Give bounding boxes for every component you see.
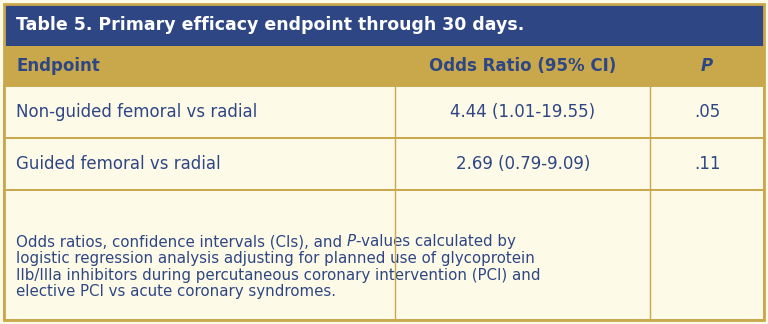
Text: Guided femoral vs radial: Guided femoral vs radial (16, 155, 220, 173)
Text: .05: .05 (694, 103, 720, 121)
Text: 4.44 (1.01-19.55): 4.44 (1.01-19.55) (450, 103, 595, 121)
Text: Table 5. Primary efficacy endpoint through 30 days.: Table 5. Primary efficacy endpoint throu… (16, 16, 525, 34)
Bar (4, 86, 764, 138)
Bar (4, 4, 764, 46)
Text: -values calculated by: -values calculated by (356, 234, 516, 249)
Bar (4, 190, 764, 320)
Text: IIb/IIIa inhibitors during percutaneous coronary intervention (PCI) and: IIb/IIIa inhibitors during percutaneous … (16, 268, 541, 283)
Text: .11: .11 (694, 155, 720, 173)
Text: Non-guided femoral vs radial: Non-guided femoral vs radial (16, 103, 257, 121)
Text: Odds ratios, confidence intervals (CIs), and: Odds ratios, confidence intervals (CIs),… (16, 234, 347, 249)
Text: P: P (347, 234, 356, 249)
Text: P: P (701, 57, 713, 75)
Text: logistic regression analysis adjusting for planned use of glycoprotein: logistic regression analysis adjusting f… (16, 251, 535, 266)
Bar (4, 138, 764, 190)
Text: Endpoint: Endpoint (16, 57, 100, 75)
Text: 2.69 (0.79-9.09): 2.69 (0.79-9.09) (455, 155, 590, 173)
Text: elective PCI vs acute coronary syndromes.: elective PCI vs acute coronary syndromes… (16, 284, 336, 299)
Text: Odds Ratio (95% CI): Odds Ratio (95% CI) (429, 57, 617, 75)
Bar (4, 46, 764, 86)
